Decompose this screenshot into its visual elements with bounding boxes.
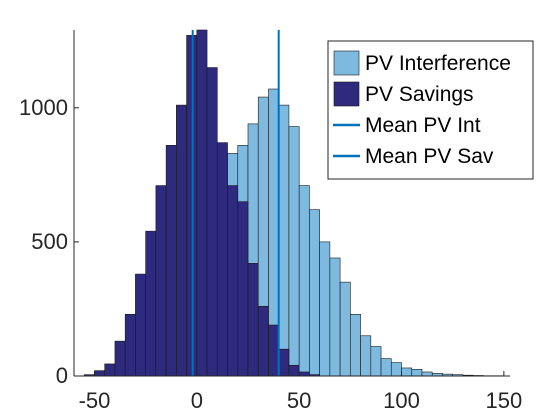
pv-interference-bars (227, 88, 505, 377)
x-tick-label: 0 (191, 388, 203, 413)
pv-interference-bar (421, 371, 433, 377)
pv-savings-bar (216, 142, 228, 377)
pv-savings-bars (83, 29, 320, 377)
legend-entry-label: Mean PV Sav (365, 145, 494, 168)
pv-savings-bar (165, 145, 177, 377)
y-tick-label: 1000 (19, 95, 68, 120)
pv-savings-bar (206, 67, 218, 377)
x-tick-label: 100 (383, 388, 420, 413)
pv-savings-bar (176, 104, 187, 377)
pv-savings-bar (288, 364, 300, 377)
pv-savings-bar (145, 230, 157, 377)
pv-interference-bar (411, 368, 423, 377)
y-tick-label: 500 (31, 229, 68, 254)
x-tick-label: -50 (79, 388, 111, 413)
pv-savings-bar (104, 363, 116, 377)
legend-entry-label: PV Interference (365, 52, 511, 75)
pv-interference-bar (339, 281, 351, 377)
pv-interference-bar (390, 362, 402, 377)
pv-savings-bar (268, 324, 279, 377)
axes: 0 500 1000 -50 0 50 100 150 (19, 30, 522, 413)
pv-interference-bar (288, 126, 300, 377)
legend: PV Interference PV Savings Mean PV Int Mean… (327, 40, 534, 180)
pv-interference-bar (309, 209, 320, 377)
mean-lines (191, 30, 280, 376)
pv-savings-bar (155, 185, 167, 377)
pv-savings-bar (196, 29, 208, 377)
pv-interference-bar (380, 358, 392, 377)
pv-interference-bar (370, 346, 382, 377)
pv-savings-bar (186, 35, 198, 377)
pv-interference-bar (350, 314, 361, 377)
pv-savings-bar (247, 263, 259, 377)
pv-savings-bar (278, 348, 290, 377)
pv-savings-bar (298, 371, 310, 377)
x-tick-label: 150 (485, 388, 522, 413)
pv-savings-bar (237, 201, 249, 377)
legend-box (327, 40, 534, 180)
pv-interference-bar (401, 367, 413, 377)
pv-savings-bar (94, 370, 106, 377)
pv-interference-bar (298, 185, 310, 377)
pv-savings-bar (124, 314, 136, 377)
y-tick-label: 0 (56, 363, 68, 388)
pv-savings-bar (135, 273, 146, 377)
pv-interference-bar (360, 335, 372, 377)
legend-swatch (333, 81, 360, 107)
legend-swatch (333, 50, 360, 76)
pv-interference-bar (278, 104, 290, 377)
legend-entry-label: PV Savings (365, 83, 474, 106)
pv-savings-bar (257, 305, 269, 377)
legend-entry-label: Mean PV Int (365, 114, 481, 137)
pv-savings-bar (227, 185, 239, 377)
pv-interference-bar (319, 241, 331, 377)
x-tick-label: 50 (287, 388, 311, 413)
pv-savings-bar (114, 340, 126, 377)
pv-interference-bar (329, 257, 341, 377)
